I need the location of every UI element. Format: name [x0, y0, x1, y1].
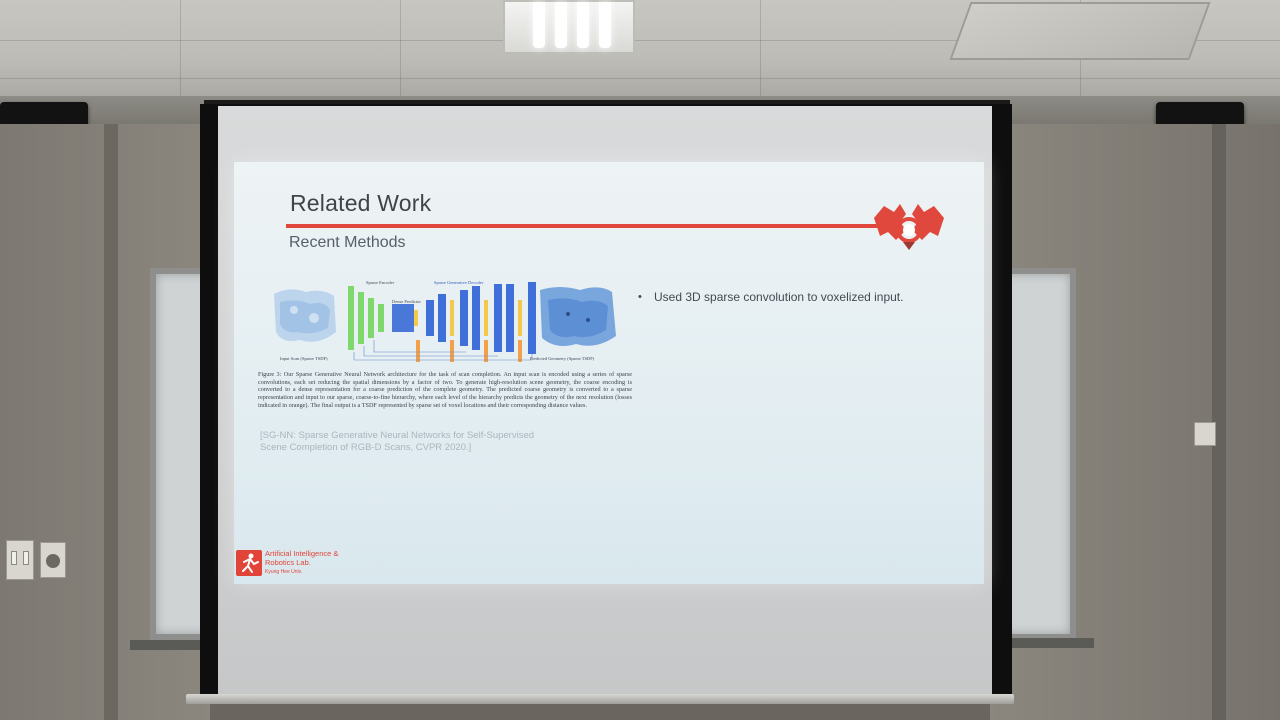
wall-outlet — [1194, 422, 1216, 446]
right-wall-pillar — [1212, 124, 1226, 720]
reference-line-2: Scene Completion of RGB-D Scans, CVPR 20… — [260, 441, 472, 453]
loss-indicators — [416, 340, 522, 362]
label-dense-predictor: Dense Predictor — [392, 299, 421, 304]
sparse-decoder-layers — [426, 282, 536, 354]
projector-screen-top-bar — [204, 100, 1010, 106]
input-scan-image — [274, 289, 336, 342]
label-predicted-geometry: Predicted Geometry (Sparse TSDF) — [530, 356, 595, 361]
lab-university: Kyung Hee Univ. — [265, 569, 303, 575]
architecture-figure: Sparse Encoder Sparse Generative Decoder… — [270, 280, 632, 370]
label-sparse-generative-decoder: Sparse Generative Decoder — [434, 280, 484, 285]
lab-name: Artificial Intelligence & Robotics Lab. — [265, 549, 338, 567]
ceiling-light — [503, 0, 635, 54]
right-whiteboard-tray — [990, 638, 1094, 648]
lab-name-line-1: Artificial Intelligence & — [265, 549, 339, 558]
projected-slide: Related Work Recent Methods — [234, 162, 984, 584]
figure-caption: Figure 3: Our Sparse Generative Neural N… — [258, 371, 632, 409]
lab-emblem-icon — [874, 204, 944, 250]
slide-subtitle: Recent Methods — [289, 234, 406, 251]
label-input-scan: Input Scan (Sparse TSDF) — [280, 356, 328, 361]
bullet-item: Used 3D sparse convolution to voxelized … — [636, 290, 956, 304]
wall-dial-plate — [40, 542, 66, 578]
left-wall-pillar — [104, 124, 118, 720]
paper-reference: [SG-NN: Sparse Generative Neural Network… — [260, 430, 580, 453]
lab-logo-icon — [236, 550, 262, 576]
dense-predictor-block — [392, 304, 418, 332]
label-sparse-encoder: Sparse Encoder — [366, 280, 395, 285]
projector-screen-bottom-bar — [186, 694, 1014, 704]
slide-title: Related Work — [290, 190, 432, 216]
wall-switch-plate — [6, 540, 34, 580]
architecture-diagram — [274, 282, 616, 362]
ceiling-vent — [949, 2, 1211, 60]
lab-name-line-2: Robotics Lab. — [265, 558, 311, 567]
bullet-list: Used 3D sparse convolution to voxelized … — [636, 290, 956, 304]
predicted-geometry-image — [540, 287, 616, 346]
title-underline — [286, 224, 886, 228]
sparse-encoder-layers — [348, 286, 384, 350]
skip-connections — [353, 340, 533, 361]
reference-line-1: [SG-NN: Sparse Generative Neural Network… — [260, 430, 535, 441]
left-whiteboard-tray — [130, 640, 220, 650]
